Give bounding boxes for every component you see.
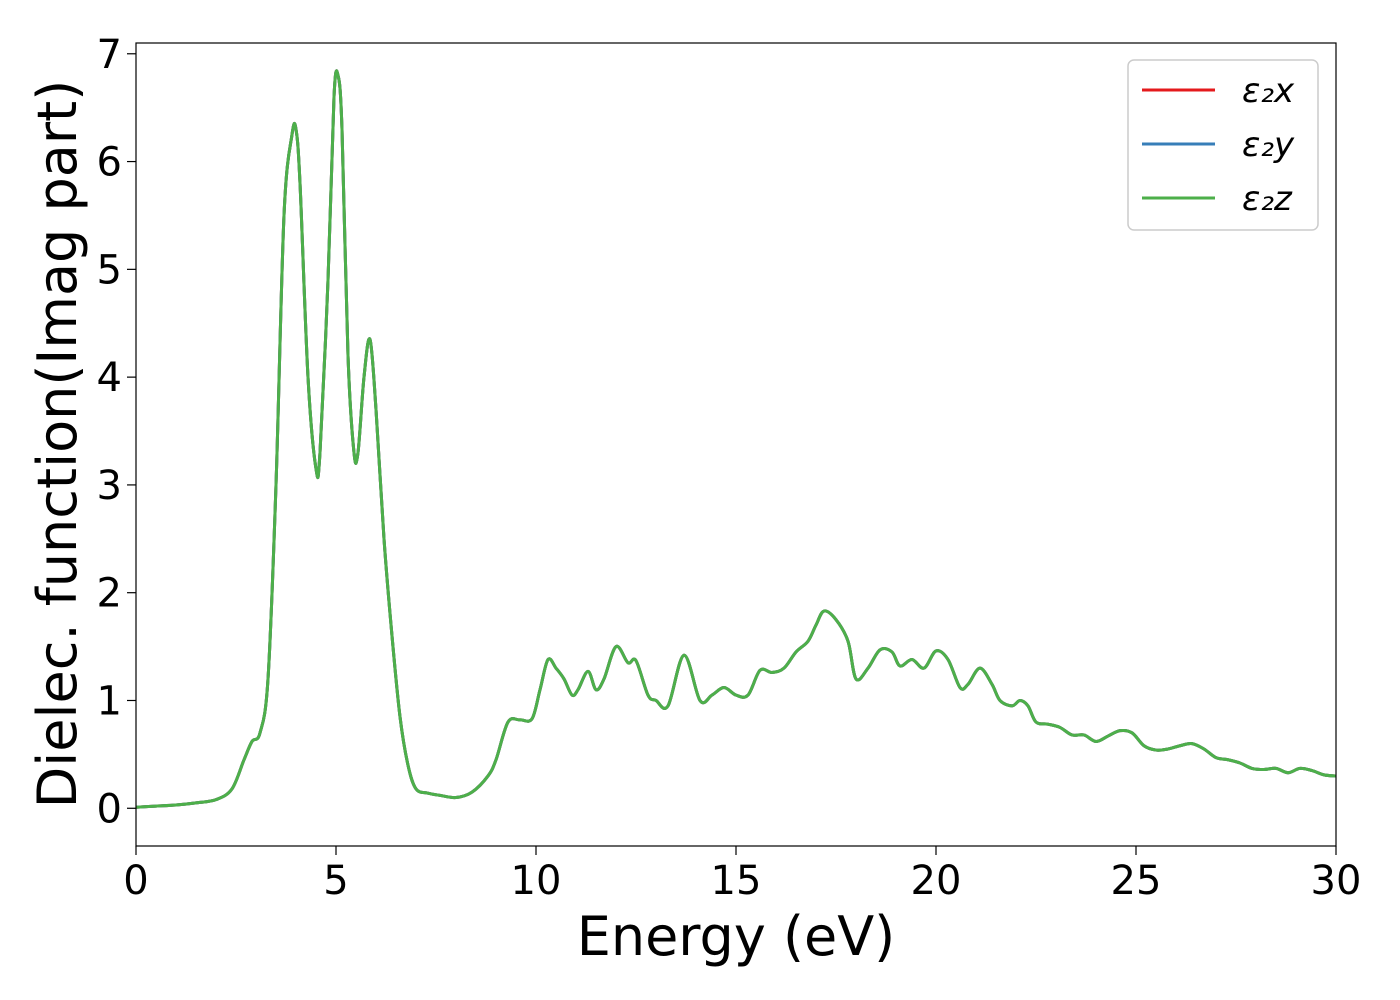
x-tick-label: 30 xyxy=(1311,858,1362,904)
x-tick-label: 25 xyxy=(1111,858,1162,904)
series-layer xyxy=(135,69,1337,809)
y-tick-label: 2 xyxy=(97,571,122,617)
x-tick-label: 15 xyxy=(711,858,762,904)
legend-box xyxy=(1127,59,1319,231)
y-tick-label: 4 xyxy=(97,355,122,401)
y-tick-label: 0 xyxy=(97,786,122,832)
legend-label: ε₂y xyxy=(1242,125,1295,165)
legend-label: ε₂x xyxy=(1242,71,1295,111)
legend-label: ε₂z xyxy=(1242,179,1293,219)
x-tick-label: 5 xyxy=(323,858,348,904)
y-tick-label: 5 xyxy=(97,247,122,293)
x-axis: 0 5 10 15 20 25 30 xyxy=(123,846,1361,904)
x-axis-title: Energy (eV) xyxy=(577,905,896,968)
x-tick-label: 20 xyxy=(911,858,962,904)
y-axis: 0 1 2 3 4 5 6 7 xyxy=(97,32,136,832)
legend: ε₂x ε₂y ε₂z xyxy=(1127,59,1319,231)
series-line-3 xyxy=(135,69,1337,809)
x-tick-label: 0 xyxy=(123,858,148,904)
y-tick-label: 6 xyxy=(97,140,122,186)
y-tick-label: 1 xyxy=(97,678,122,724)
y-tick-label: 7 xyxy=(97,32,122,78)
y-axis-title: Dielec. function(Imag part) xyxy=(26,80,89,809)
x-tick-label: 10 xyxy=(511,858,562,904)
y-tick-label: 3 xyxy=(97,463,122,509)
